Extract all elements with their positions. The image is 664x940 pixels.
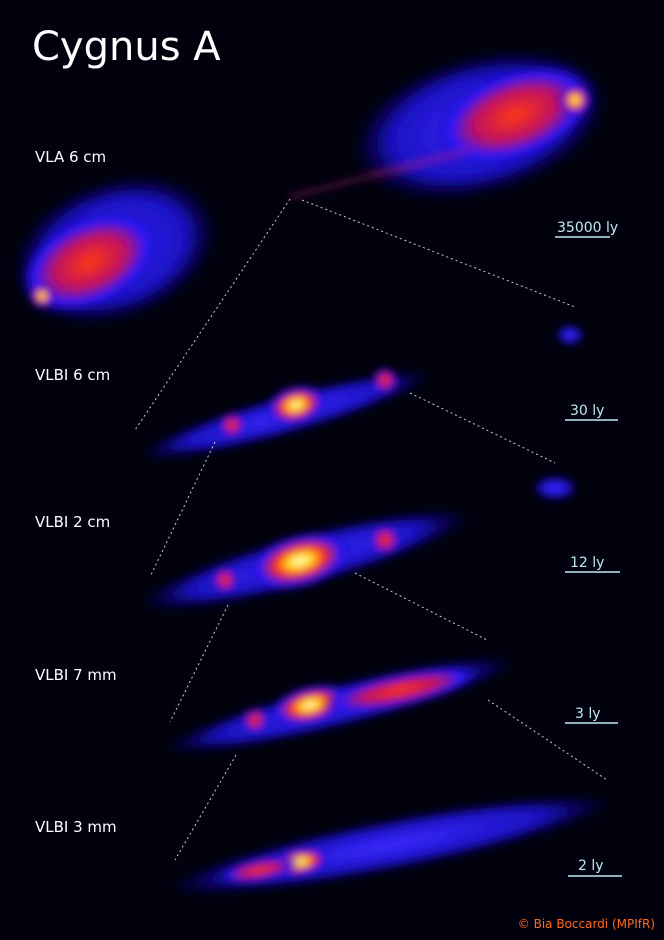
radio-emission — [13, 49, 611, 895]
scale-label: 3 ly — [575, 706, 601, 722]
connector-lines — [134, 198, 608, 861]
panel-label: VLBI 3 mm — [35, 818, 117, 836]
scale-label: 2 ly — [578, 858, 604, 874]
panel-label: VLBI 6 cm — [35, 366, 110, 384]
scale-bars — [555, 236, 622, 877]
panel-label: VLBI 2 cm — [35, 513, 110, 531]
scale-label: 30 ly — [570, 403, 604, 419]
scale-label: 35000 ly — [557, 220, 618, 236]
credit: © Bia Boccardi (MPIfR) — [518, 917, 655, 931]
panel-label: VLBI 7 mm — [35, 666, 117, 684]
panel-label: VLA 6 cm — [35, 148, 106, 166]
title: Cygnus A — [32, 24, 221, 70]
scale-label: 12 ly — [570, 555, 604, 571]
